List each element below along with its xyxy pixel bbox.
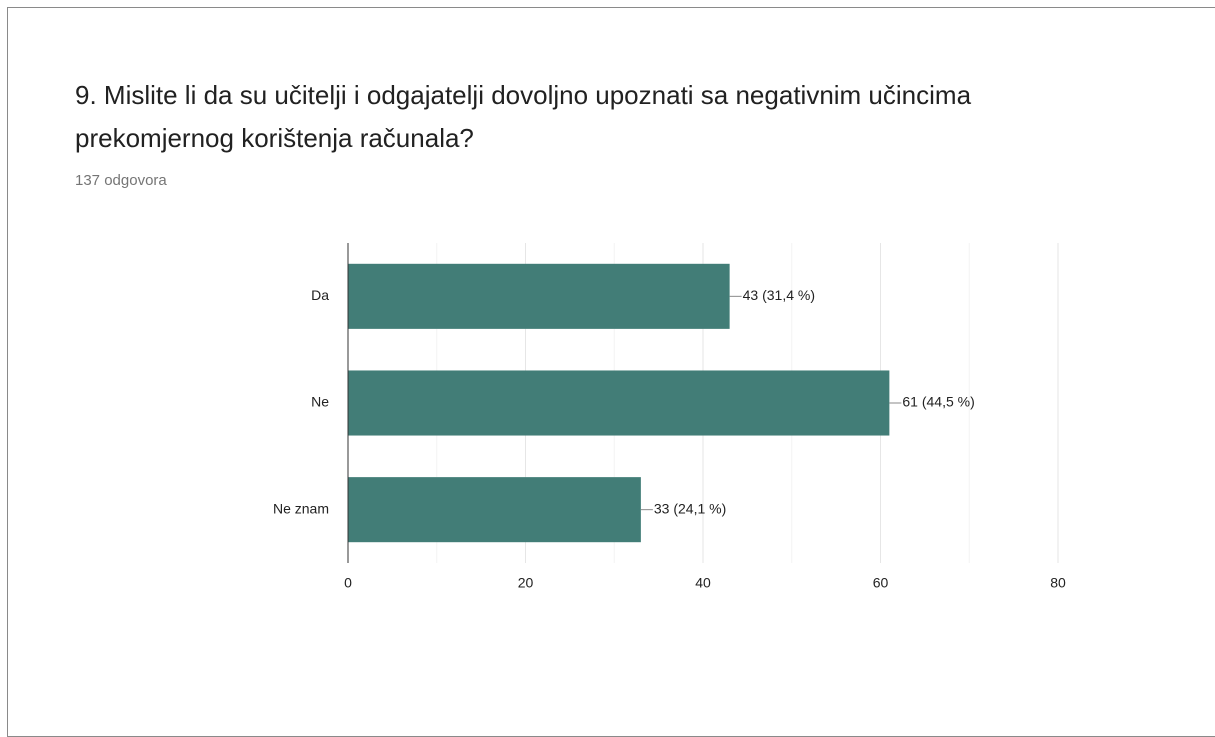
- y-tick-label: Da: [311, 287, 329, 303]
- x-tick-label: 80: [1050, 575, 1066, 591]
- y-tick-label: Ne: [311, 394, 329, 410]
- x-tick-label: 20: [518, 575, 534, 591]
- bar: [348, 263, 730, 329]
- bar: [348, 477, 641, 543]
- value-label: 33 (24,1 %): [654, 500, 726, 516]
- bar: [348, 370, 890, 436]
- chart-title: 9. Mislite li da su učitelji i odgajatel…: [75, 80, 972, 153]
- x-tick-label: 0: [344, 575, 352, 591]
- x-tick-label: 40: [695, 575, 711, 591]
- value-label: 43 (31,4 %): [743, 287, 815, 303]
- x-tick-label: 60: [873, 575, 889, 591]
- chart-subtitle: 137 odgovora: [75, 172, 167, 189]
- value-label: 61 (44,5 %): [902, 394, 974, 410]
- y-tick-label: Ne znam: [273, 500, 329, 516]
